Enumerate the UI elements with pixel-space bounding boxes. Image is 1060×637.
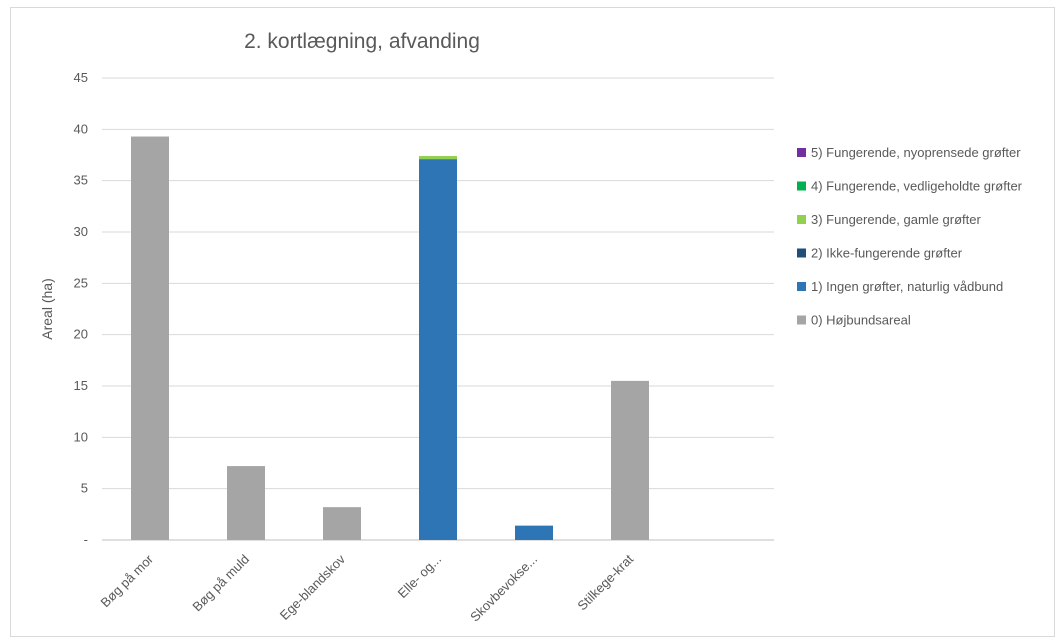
bar-segment: [515, 525, 553, 540]
legend-label: 1) Ingen grøfter, naturlig vådbund: [811, 279, 1003, 294]
y-tick-label: 45: [74, 70, 88, 85]
y-tick-label: 40: [74, 121, 88, 136]
y-tick-label: 15: [74, 378, 88, 393]
bar-segment: [227, 466, 265, 540]
legend-item: 1) Ingen grøfter, naturlig vådbund: [797, 279, 1003, 294]
legend-label: 0) Højbundsareal: [811, 313, 911, 328]
x-tick-label: Bøg på mor: [97, 551, 156, 610]
y-tick-label: 35: [74, 173, 88, 188]
legend-swatch: [797, 282, 806, 291]
bar-segment: [611, 380, 649, 540]
y-tick-label: -: [84, 532, 88, 547]
legend-swatch: [797, 248, 806, 258]
y-axis-ticks: - 5 10 15 20 25 30 35 40 45: [74, 70, 88, 547]
x-tick-label: Bøg på muld: [189, 552, 252, 615]
y-tick-label: 30: [74, 224, 88, 239]
legend: 5) Fungerende, nyoprensede grøfter 4) Fun…: [797, 145, 1023, 328]
gridlines: [102, 77, 774, 541]
x-tick-label: Stilkege-krat: [574, 551, 636, 613]
legend-swatch: [797, 315, 806, 325]
legend-item: 5) Fungerende, nyoprensede grøfter: [797, 145, 1021, 160]
y-tick-label: 20: [74, 327, 88, 342]
legend-label: 3) Fungerende, gamle grøfter: [811, 212, 981, 227]
legend-item: 3) Fungerende, gamle grøfter: [797, 212, 981, 227]
y-axis-label: Areal (ha): [39, 278, 55, 339]
legend-swatch: [797, 215, 806, 224]
legend-label: 4) Fungerende, vedligeholdte grøfter: [811, 179, 1023, 194]
bar-segment: [323, 507, 361, 540]
legend-item: 0) Højbundsareal: [797, 313, 911, 328]
bar-segment: [131, 136, 169, 540]
legend-item: 2) Ikke-fungerende grøfter: [797, 246, 963, 261]
y-tick-label: 25: [74, 275, 88, 290]
bar-segment: [419, 159, 457, 540]
legend-swatch: [797, 181, 806, 191]
chart-title: 2. kortlægning, afvanding: [244, 30, 480, 53]
y-tick-label: 5: [81, 481, 88, 496]
x-tick-label: Ege-blandskov: [277, 551, 349, 623]
bars: [131, 136, 649, 540]
legend-label: 2) Ikke-fungerende grøfter: [811, 246, 963, 261]
bar-segment: [419, 156, 457, 160]
x-tick-label: Elle- og...: [395, 552, 444, 601]
legend-item: 4) Fungerende, vedligeholdte grøfter: [797, 179, 1023, 194]
legend-label: 5) Fungerende, nyoprensede grøfter: [811, 145, 1021, 160]
x-axis-ticks: Bøg på mor Bøg på muld Ege-blandskov Elle- …: [97, 551, 636, 624]
x-tick-label: Skovbevokse...: [467, 552, 540, 625]
y-tick-label: 10: [74, 429, 88, 444]
legend-swatch: [797, 148, 806, 157]
